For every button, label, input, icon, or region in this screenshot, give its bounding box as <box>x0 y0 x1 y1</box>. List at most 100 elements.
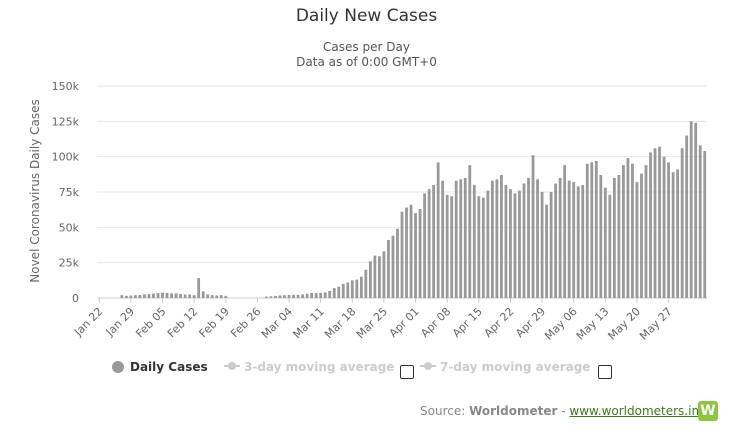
bar[interactable] <box>545 204 548 298</box>
bar[interactable] <box>319 292 323 298</box>
bar[interactable] <box>631 163 634 298</box>
bar[interactable] <box>174 293 178 298</box>
bar[interactable] <box>685 135 689 298</box>
bar[interactable] <box>472 184 476 298</box>
bar[interactable] <box>418 208 422 298</box>
bar[interactable] <box>292 294 295 298</box>
bar[interactable] <box>477 196 481 298</box>
bar[interactable] <box>414 213 417 298</box>
bar[interactable] <box>332 288 336 298</box>
bar[interactable] <box>120 295 124 298</box>
bar[interactable] <box>653 148 657 298</box>
bar[interactable] <box>301 294 304 298</box>
bar[interactable] <box>689 121 693 298</box>
bar[interactable] <box>554 183 558 298</box>
bar[interactable] <box>680 148 684 298</box>
bar[interactable] <box>197 278 201 298</box>
bar[interactable] <box>567 180 571 298</box>
bar[interactable] <box>364 269 368 298</box>
bar[interactable] <box>576 186 580 298</box>
bar[interactable] <box>310 293 314 298</box>
bar[interactable] <box>138 294 142 298</box>
bar[interactable] <box>468 165 472 298</box>
bar[interactable] <box>188 294 192 298</box>
bar[interactable] <box>396 228 399 298</box>
bar[interactable] <box>540 192 544 298</box>
bar[interactable] <box>509 189 512 298</box>
bar[interactable] <box>373 255 377 298</box>
bar[interactable] <box>617 175 621 298</box>
bar[interactable] <box>658 146 661 298</box>
bar[interactable] <box>305 293 309 298</box>
bar[interactable] <box>649 152 652 298</box>
bar[interactable] <box>518 190 521 298</box>
bar[interactable] <box>612 177 616 298</box>
bar[interactable] <box>192 295 196 298</box>
bar[interactable] <box>368 261 372 298</box>
bar[interactable] <box>608 194 612 298</box>
bar[interactable] <box>558 177 562 298</box>
bar[interactable] <box>350 280 354 298</box>
bar[interactable] <box>341 283 345 298</box>
bar[interactable] <box>170 293 173 298</box>
bar[interactable] <box>527 177 530 298</box>
bar[interactable] <box>400 211 404 298</box>
bar[interactable] <box>409 204 413 298</box>
legend-item-7-day-moving-average[interactable]: 7-day moving average <box>420 360 590 374</box>
bar[interactable] <box>287 294 291 298</box>
bar[interactable] <box>667 162 670 298</box>
bar[interactable] <box>129 295 133 298</box>
bar[interactable] <box>391 235 395 298</box>
bar[interactable] <box>662 156 666 298</box>
bar[interactable] <box>201 291 205 298</box>
bar[interactable] <box>590 162 594 298</box>
bar-series-daily-cases[interactable] <box>120 121 707 298</box>
bar[interactable] <box>450 196 454 298</box>
bar[interactable] <box>143 294 146 298</box>
bar[interactable] <box>359 276 363 298</box>
bar[interactable] <box>134 295 137 298</box>
bar[interactable] <box>441 180 445 298</box>
source-link[interactable]: www.worldometers.info <box>569 404 711 418</box>
bar[interactable] <box>536 179 539 298</box>
bar[interactable] <box>522 183 526 298</box>
bar[interactable] <box>219 295 223 298</box>
bar[interactable] <box>585 163 589 298</box>
bar[interactable] <box>495 179 499 298</box>
bar[interactable] <box>124 295 128 298</box>
bar[interactable] <box>549 192 553 298</box>
bar[interactable] <box>445 194 449 298</box>
bar[interactable] <box>378 256 381 298</box>
bar[interactable] <box>436 162 440 298</box>
bar[interactable] <box>463 177 467 298</box>
bar[interactable] <box>183 294 187 298</box>
bar[interactable] <box>147 294 151 298</box>
bar[interactable] <box>152 293 155 298</box>
bar[interactable] <box>423 193 426 298</box>
bar[interactable] <box>698 145 702 298</box>
bar[interactable] <box>355 279 359 298</box>
bar[interactable] <box>635 182 639 298</box>
bar[interactable] <box>296 294 300 298</box>
bar[interactable] <box>572 182 576 298</box>
bar[interactable] <box>581 184 585 298</box>
bar[interactable] <box>206 294 210 298</box>
bar[interactable] <box>599 175 603 298</box>
bar[interactable] <box>156 293 160 298</box>
bar[interactable] <box>454 180 458 298</box>
bar[interactable] <box>513 193 517 298</box>
bar[interactable] <box>323 292 327 298</box>
bar[interactable] <box>337 286 341 298</box>
bar[interactable] <box>626 158 630 298</box>
bar[interactable] <box>603 187 607 298</box>
bar[interactable] <box>215 295 219 298</box>
bar[interactable] <box>179 293 182 298</box>
bar[interactable] <box>346 282 350 298</box>
bar[interactable] <box>328 290 332 298</box>
bar[interactable] <box>500 175 503 298</box>
bar[interactable] <box>481 197 485 298</box>
bar[interactable] <box>165 292 169 298</box>
bar[interactable] <box>563 165 567 298</box>
bar[interactable] <box>387 240 390 298</box>
bar[interactable] <box>459 179 463 298</box>
